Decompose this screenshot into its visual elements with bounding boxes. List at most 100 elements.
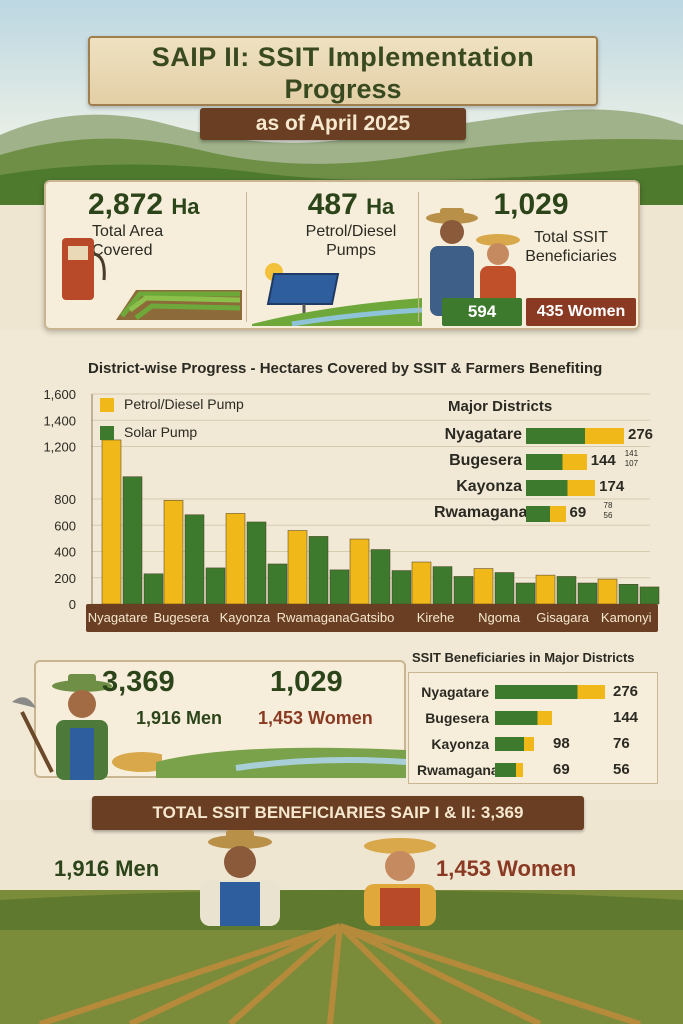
bene-district-value: 69 bbox=[553, 761, 570, 778]
chart-title: District-wise Progress - Hectares Covere… bbox=[88, 360, 603, 377]
farmer-woman-footer-icon bbox=[364, 838, 436, 926]
bene-district-value: 98 bbox=[553, 735, 570, 752]
bene-district-value: 276 bbox=[613, 683, 639, 700]
chart-bar bbox=[349, 538, 370, 605]
page-title-line2: Progress bbox=[284, 74, 402, 104]
area-unit: Ha bbox=[171, 194, 200, 219]
major-district-note: 78 bbox=[603, 501, 613, 510]
pumps-unit: Ha bbox=[366, 194, 395, 219]
legend-label-solar: Solar Pump bbox=[124, 424, 198, 440]
chart-bar bbox=[287, 530, 308, 605]
chart-bar bbox=[535, 574, 556, 605]
major-district-note: 56 bbox=[603, 511, 613, 520]
bene-women: 1,453 Women bbox=[258, 708, 373, 728]
major-district-value: 276 bbox=[628, 426, 654, 443]
bene-district-row: Nyagatare 276 bbox=[417, 679, 657, 705]
major-district-note: 107 bbox=[624, 459, 639, 468]
major-district-name: Nyagatare bbox=[444, 426, 522, 443]
chart-bar bbox=[494, 572, 515, 605]
bene-district-bar bbox=[495, 737, 535, 751]
benef-value: 1,029 bbox=[493, 188, 569, 221]
farmer-man-icon bbox=[12, 674, 162, 780]
bene-district-bar bbox=[495, 763, 523, 777]
legend-label-petrol: Petrol/Diesel Pump bbox=[124, 396, 244, 412]
district-label-bar: Nyagatare Bugesera Kayonza Rwamagana Gatsibo… bbox=[86, 604, 658, 632]
bene-districts-panel: Nyagatare 276 Bugesera 144 Kayonza 98 76 Rwamag… bbox=[408, 672, 658, 784]
chart-bar bbox=[411, 561, 432, 605]
chart-bar bbox=[432, 566, 453, 605]
bene-district-row: Bugesera 144 bbox=[417, 705, 657, 731]
bene-district-name: Rwamagana bbox=[417, 762, 499, 778]
pumps-label-1: Petrol/Diesel bbox=[305, 223, 397, 240]
major-district-row: Kayonza 174 bbox=[434, 474, 654, 500]
legend-swatch-solar bbox=[100, 426, 114, 440]
y-tick-label: 800 bbox=[54, 492, 76, 507]
chart-bar bbox=[225, 513, 246, 605]
chart-bar bbox=[577, 582, 598, 605]
area-label-2: Covered bbox=[92, 242, 153, 259]
benef-label-1: Total SSIT bbox=[534, 229, 608, 246]
chart-bar bbox=[122, 476, 143, 605]
major-district-row: Bugesera 144 141 107 bbox=[434, 448, 654, 474]
women-chip: 435 Women bbox=[526, 298, 636, 326]
page-title-line1: SAIP II: SSIT Implementation bbox=[151, 42, 535, 72]
x-tick-label: Gisagara bbox=[536, 610, 590, 625]
chart-bar bbox=[143, 573, 164, 605]
bene-district-row: Rwamagana 69 56 bbox=[417, 757, 657, 783]
x-tick-label: Rwamagana bbox=[276, 610, 350, 625]
major-district-row: Nyagatare 276 bbox=[434, 422, 654, 448]
major-district-name: Rwamagana bbox=[434, 504, 528, 521]
stat-total-area: 2,872 Ha Total Area Covered bbox=[88, 188, 238, 326]
major-district-name: Kayonza bbox=[456, 478, 522, 495]
fuel-pump-field-icon bbox=[62, 238, 242, 320]
chart-bar bbox=[267, 563, 288, 605]
bene-saip2-total: 1,029 bbox=[270, 666, 343, 698]
chart-bar bbox=[639, 586, 660, 605]
chart-bar bbox=[184, 514, 205, 605]
solar-panel-icon bbox=[252, 263, 422, 326]
bene-district-bar bbox=[495, 711, 553, 725]
chart-bar bbox=[515, 582, 536, 605]
y-tick-label: 600 bbox=[54, 518, 76, 533]
bene-district-value: 144 bbox=[613, 709, 639, 726]
bene-districts-title: SSIT Beneficiaries in Major Districts bbox=[412, 650, 635, 665]
major-districts-panel: Major Districts Nyagatare 276 Bugesera 144 1… bbox=[426, 392, 654, 526]
major-district-name: Bugesera bbox=[449, 452, 522, 469]
pumps-value: 487 bbox=[307, 188, 358, 221]
stat-beneficiaries: 1,029 Total SSIT Beneficiaries bbox=[466, 188, 636, 326]
district-bar-chart: 1,600 1,400 1,200 800 600 400 200 0 bbox=[43, 387, 660, 612]
landscape-icon bbox=[156, 747, 406, 778]
x-tick-label: Gatsibo bbox=[349, 610, 395, 625]
chart-bar bbox=[246, 521, 267, 605]
men-chip: 594 bbox=[442, 298, 522, 326]
title-banner: SAIP II: SSIT Implementation Progress bbox=[88, 36, 598, 106]
chart-bar bbox=[101, 439, 122, 605]
major-district-bar bbox=[526, 506, 566, 522]
footer-women: 1,453 Women bbox=[436, 856, 577, 881]
major-district-bar bbox=[526, 480, 596, 496]
page-subtitle: as of April 2025 bbox=[200, 108, 466, 140]
x-tick-label: Kamonyi bbox=[600, 610, 652, 625]
bene-men: 1,916 Men bbox=[136, 708, 223, 728]
x-tick-label: Bugesera bbox=[153, 610, 210, 625]
chart-bar bbox=[205, 567, 226, 605]
y-tick-label: 1,200 bbox=[43, 440, 76, 455]
y-tick-label: 400 bbox=[54, 545, 76, 560]
bene-district-name: Kayonza bbox=[431, 736, 489, 752]
bene-district-name: Bugesera bbox=[425, 710, 489, 726]
chart-bar bbox=[597, 578, 618, 605]
area-value: 2,872 bbox=[88, 188, 164, 221]
total-beneficiaries-banner: TOTAL SSIT BENEFICIARIES SAIP I & II: 3,… bbox=[92, 796, 584, 830]
chart-bar bbox=[163, 500, 184, 605]
x-tick-label: Ngoma bbox=[478, 610, 521, 625]
legend-swatch-petrol bbox=[100, 398, 114, 412]
major-district-value: 144 bbox=[590, 452, 616, 469]
farmer-man-footer-icon bbox=[200, 830, 280, 926]
chart-bar bbox=[370, 549, 391, 605]
x-tick-label: Kayonza bbox=[219, 610, 271, 625]
major-districts-title: Major Districts bbox=[448, 398, 553, 415]
bene-district-bar bbox=[495, 685, 605, 699]
bene-district-value-2: 76 bbox=[613, 735, 630, 752]
bene-total: 3,369 bbox=[102, 666, 175, 698]
bene-district-value-2: 56 bbox=[613, 761, 630, 778]
